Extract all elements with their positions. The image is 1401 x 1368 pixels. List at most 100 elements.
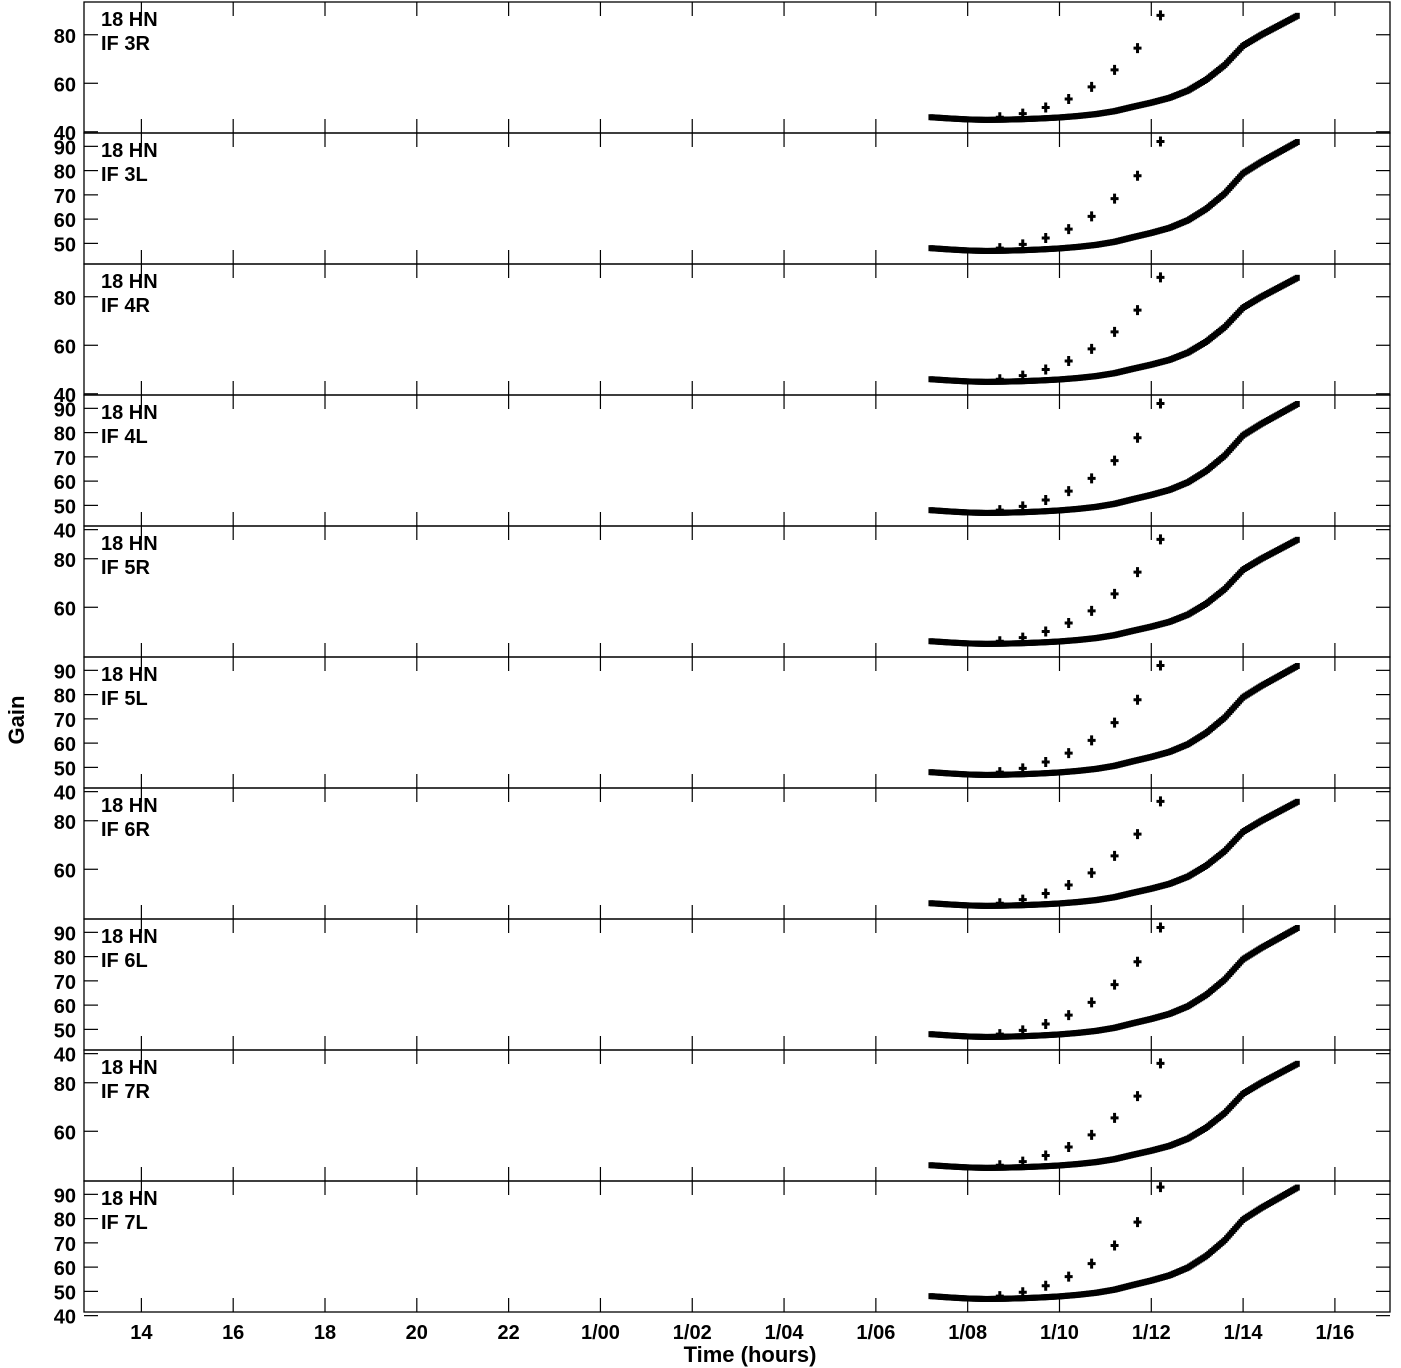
y-tick-label: 60 [54,472,76,494]
data-point [1156,1058,1165,1069]
data-point [1294,400,1300,407]
data-point [1041,626,1050,637]
y-tick-label: 80 [54,1074,76,1096]
data-point [1087,473,1096,484]
data-point [995,1029,1004,1040]
panel-frame [83,525,1391,658]
data-point [995,374,1004,385]
panel-station-label: 18 HN [101,1057,158,1079]
y-tick-label: 50 [54,1020,76,1042]
x-tick-label: 14 [130,1322,153,1344]
data-point [1294,274,1300,281]
panel-if-label: IF 5R [101,557,150,579]
data-point [1018,1287,1027,1298]
data-point [1041,102,1050,113]
x-tick-label: 1/16 [1315,1322,1354,1344]
data-point [995,505,1004,516]
y-tick-label: 80 [54,288,76,310]
data-point [1156,10,1165,21]
data-point [1041,233,1050,244]
data-point [1133,170,1142,181]
data-point [1133,694,1142,705]
x-tick-label: 1/14 [1224,1322,1264,1344]
data-point [1110,455,1119,466]
panel-station-label: 18 HN [101,271,158,293]
panel-station-label: 18 HN [101,1188,158,1210]
y-tick-label: 80 [54,948,76,970]
y-tick-label: 50 [54,1282,76,1304]
data-point [1294,798,1300,805]
panel-station-label: 18 HN [101,795,158,817]
x-tick-label: 1/00 [581,1322,620,1344]
data-point [1133,305,1142,316]
data-point [1133,1091,1142,1102]
data-point [995,1291,1004,1302]
x-tick-label: 1/12 [1132,1322,1171,1344]
data-point [1110,64,1119,75]
panel-station-label: 18 HN [101,926,158,948]
y-tick-label: 70 [54,972,76,994]
data-point [1064,880,1073,891]
data-point [1018,501,1027,512]
data-point [1064,1010,1073,1021]
y-tick-label: 80 [54,812,76,834]
data-point [1018,1025,1027,1036]
y-tick-label: 60 [54,1122,76,1144]
data-point [1018,1156,1027,1167]
panel-frame [83,263,1391,396]
panel-frame [83,656,1391,789]
data-point [1110,326,1119,337]
data-point [1018,239,1027,250]
panel-if-label: IF 6L [101,950,148,972]
data-point [1041,1280,1050,1291]
panel-station-label: 18 HN [101,402,158,424]
y-tick-label: 50 [54,758,76,780]
y-tick-label: 60 [54,860,76,882]
data-point [1064,94,1073,105]
data-point [1087,211,1096,222]
data-point [1041,1150,1050,1161]
y-tick-label: 70 [54,1234,76,1256]
data-point [1156,398,1165,409]
x-tick-label: 1/04 [765,1322,805,1344]
data-point [1110,979,1119,990]
y-tick-label: 90 [54,1185,76,1207]
panel-frame [83,1049,1391,1182]
data-point [1064,1142,1073,1153]
panel-if-label: IF 7L [101,1212,148,1234]
y-tick-label: 70 [54,710,76,732]
data-point [995,1160,1004,1171]
data-point [1064,486,1073,497]
data-point [1156,272,1165,283]
panel-if-label: IF 5L [101,688,148,710]
y-tick-label: 60 [54,996,76,1018]
data-point [1294,1060,1300,1067]
panel-station-label: 18 HN [101,9,158,31]
x-tick-label: 1/06 [856,1322,895,1344]
x-tick-label: 22 [497,1322,519,1344]
data-point [1087,605,1096,616]
data-point [995,636,1004,647]
data-point [1041,888,1050,899]
panel-station-label: 18 HN [101,533,158,555]
y-tick-label: 60 [54,74,76,96]
data-point [1087,1258,1096,1269]
y-tick-label: 40 [54,123,76,145]
data-point [1294,924,1300,931]
data-point [1133,829,1142,840]
y-tick-label: 90 [54,923,76,945]
panel-station-label: 18 HN [101,664,158,686]
data-point [1064,748,1073,759]
data-point [1087,343,1096,354]
y-tick-label: 90 [54,661,76,683]
y-tick-label: 50 [54,234,76,256]
data-point [1041,1019,1050,1030]
y-tick-label: 80 [54,424,76,446]
data-point [1041,757,1050,768]
